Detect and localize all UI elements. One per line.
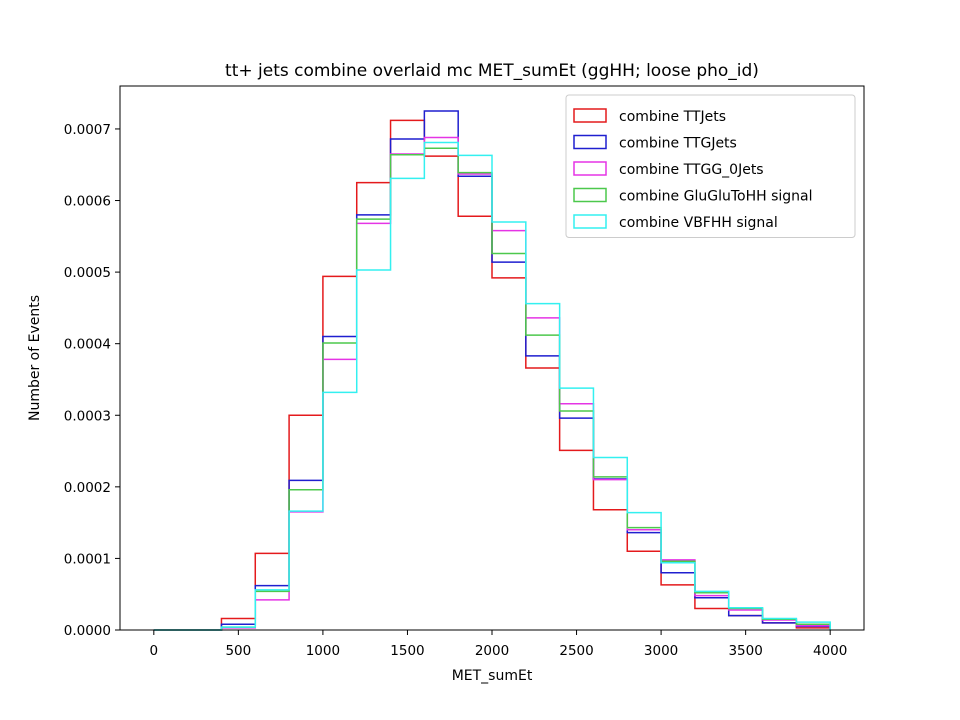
chart-title: tt+ jets combine overlaid mc MET_sumEt (…	[225, 61, 759, 81]
legend-label-4: combine VBFHH signal	[619, 215, 778, 231]
y-tick-label-3: 0.0003	[64, 408, 111, 424]
legend-swatch-1	[573, 134, 607, 150]
legend-label-1: combine TTGJets	[619, 136, 737, 152]
legend: combine TTJets combine TTGJets combine TTG…	[565, 94, 856, 238]
legend-label-2: combine TTGG_0Jets	[619, 162, 764, 178]
legend-box	[565, 94, 856, 238]
x-tick-label-6: 3000	[644, 643, 678, 659]
y-tick-label-1: 0.0001	[64, 551, 111, 567]
x-tick-label-3: 1500	[390, 643, 424, 659]
x-tick-label-5: 2500	[559, 643, 593, 659]
x-tick-label-2: 1000	[306, 643, 340, 659]
legend-swatch-2	[573, 161, 607, 176]
x-tick-label-8: 4000	[813, 643, 847, 659]
legend-swatch-4	[573, 214, 607, 229]
legend-label-3: combine GluGluToHH signal	[619, 189, 813, 205]
y-tick-label-7: 0.0007	[64, 122, 111, 138]
x-tick-label-1: 500	[225, 643, 251, 659]
plot-area: 0 500 1000 1500 2000 2500 3000 3500 4000 0.0000 0.…	[64, 85, 865, 659]
legend-swatch-0	[573, 108, 607, 123]
y-tick-label-6: 0.0006	[64, 194, 111, 210]
x-tick-label-0: 0	[150, 643, 159, 659]
y-tick-label-5: 0.0005	[64, 265, 111, 281]
legend-swatch-3	[573, 187, 607, 203]
x-tick-label-4: 2000	[475, 643, 509, 659]
series-line-4	[153, 141, 831, 631]
y-tick-label-2: 0.0002	[64, 480, 111, 496]
y-tick-label-0: 0.0000	[64, 623, 111, 639]
y-tick-label-4: 0.0004	[64, 337, 111, 353]
y-axis-label: Number of Events	[27, 295, 43, 421]
legend-label-0: combine TTJets	[619, 109, 726, 125]
x-tick-label-7: 3500	[728, 643, 762, 659]
x-axis-label: MET_sumEt	[452, 668, 533, 684]
